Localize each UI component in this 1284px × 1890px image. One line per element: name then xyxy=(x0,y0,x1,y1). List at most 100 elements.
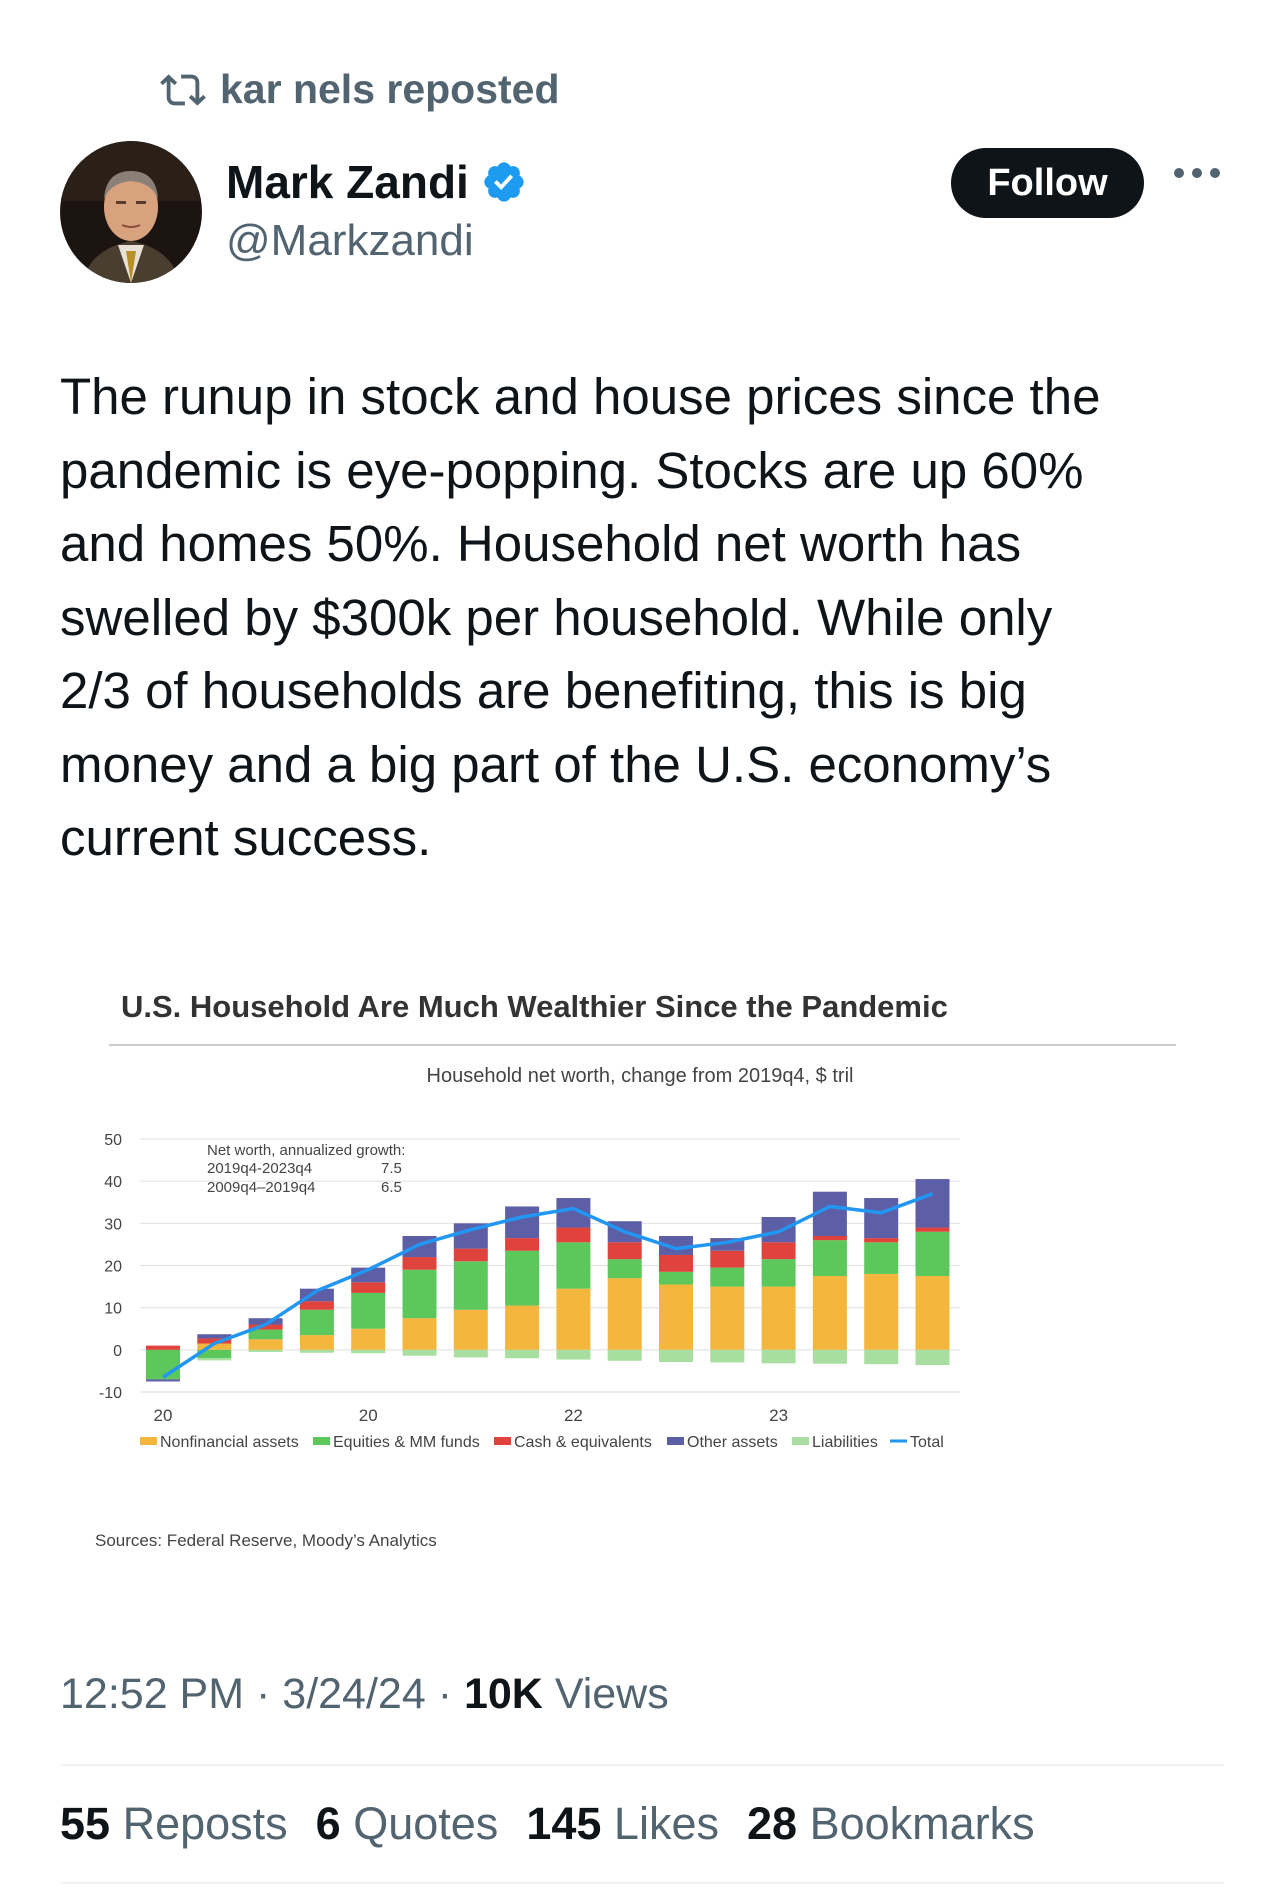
chart-bars xyxy=(146,1179,950,1382)
bar-segment xyxy=(299,1301,334,1310)
stat-label: Quotes xyxy=(353,1798,499,1849)
bar-segment xyxy=(607,1278,642,1350)
author-name[interactable]: Mark Zandi xyxy=(226,156,469,208)
annotation-row-2-period: 2009q4–2019q4 xyxy=(207,1179,315,1196)
bar-segment xyxy=(761,1349,796,1364)
growth-annotation: Net worth, annualized growth: 2019q4-202… xyxy=(207,1142,405,1196)
bar-segment xyxy=(659,1284,693,1350)
legend-swatch xyxy=(792,1437,809,1445)
y-tick-label: 30 xyxy=(104,1216,122,1233)
y-tick-label: 40 xyxy=(104,1174,122,1191)
y-tick-label: -10 xyxy=(99,1385,122,1402)
verified-badge-icon xyxy=(484,162,524,202)
legend-swatch xyxy=(140,1437,157,1445)
y-tick-label: 10 xyxy=(104,1301,122,1318)
tweet-media-chart[interactable]: U.S. Household Are Much Wealthier Since … xyxy=(80,975,1210,1565)
bar-segment xyxy=(659,1349,693,1363)
chart-source: Sources: Federal Reserve, Moody’s Analyt… xyxy=(95,1531,437,1550)
annotation-row-2-value: 6.5 xyxy=(381,1179,402,1196)
bar-segment xyxy=(864,1238,899,1243)
bar-segment xyxy=(556,1349,591,1360)
chart-svg: U.S. Household Are Much Wealthier Since … xyxy=(95,989,1176,1550)
bar-segment xyxy=(351,1292,386,1329)
legend-label: Nonfinancial assets xyxy=(160,1434,299,1451)
stat-reposts[interactable]: 55 Reposts xyxy=(60,1798,288,1850)
views-count: 10K xyxy=(463,1670,543,1718)
bar-segment xyxy=(453,1248,488,1262)
bar-segment xyxy=(812,1349,847,1364)
chart-title: U.S. Household Are Much Wealthier Since … xyxy=(121,989,948,1024)
bar-segment xyxy=(864,1349,899,1365)
views-label: Views xyxy=(554,1670,669,1718)
chart-subtitle: Household net worth, change from 2019q4,… xyxy=(427,1065,854,1087)
tweet-date[interactable]: 3/24/24 xyxy=(282,1670,426,1718)
divider xyxy=(60,1882,1224,1884)
more-options-icon[interactable] xyxy=(1174,168,1220,178)
bar-segment xyxy=(710,1286,745,1350)
divider xyxy=(60,1764,1224,1766)
bar-segment xyxy=(505,1349,540,1359)
bar-segment xyxy=(197,1343,232,1350)
legend-label: Total xyxy=(910,1434,944,1451)
bar-segment xyxy=(299,1309,334,1336)
author-name-row[interactable]: Mark Zandi xyxy=(226,155,527,209)
x-axis: 20 20 22 23 xyxy=(154,1406,789,1425)
stat-label: Bookmarks xyxy=(809,1798,1035,1849)
bar-segment xyxy=(248,1349,283,1352)
y-tick-label: 0 xyxy=(113,1343,122,1360)
more-dot xyxy=(1192,168,1202,178)
bar-segment xyxy=(351,1267,386,1283)
annotation-row-1-period: 2019q4-2023q4 xyxy=(207,1160,312,1177)
meta-separator: · xyxy=(244,1670,283,1718)
bar-segment xyxy=(402,1235,437,1258)
avatar[interactable] xyxy=(60,141,202,283)
bar-segment xyxy=(402,1269,437,1319)
bar-segment xyxy=(146,1379,180,1382)
total-series-line xyxy=(162,1192,934,1379)
bar-segment xyxy=(197,1358,232,1361)
bar-segment xyxy=(505,1305,540,1350)
stat-label: Likes xyxy=(613,1798,719,1849)
engagement-stats: 55 Reposts 6 Quotes 145 Likes 28 Bookmar… xyxy=(60,1798,1035,1850)
bar-segment xyxy=(761,1242,796,1260)
meta-separator: · xyxy=(425,1670,464,1718)
bar-segment xyxy=(556,1242,591,1289)
bar-segment xyxy=(915,1231,950,1277)
y-tick-label: 50 xyxy=(104,1132,122,1149)
y-axis: 50 40 30 20 10 0 -10 xyxy=(99,1132,122,1402)
bar-segment xyxy=(248,1318,283,1325)
bar-segment xyxy=(299,1349,334,1353)
bar-segment xyxy=(556,1288,591,1350)
bar-segment xyxy=(505,1206,540,1239)
author-handle[interactable]: @Markzandi xyxy=(226,216,474,265)
bar-segment xyxy=(351,1282,386,1293)
repost-header[interactable]: kar nels reposted xyxy=(160,66,560,113)
bar-segment xyxy=(864,1273,899,1350)
bar-segment xyxy=(761,1286,796,1350)
bar-segment xyxy=(607,1349,642,1361)
bar-segment xyxy=(197,1349,232,1359)
stat-likes[interactable]: 145 Likes xyxy=(526,1798,719,1850)
bar-segment xyxy=(351,1349,386,1354)
stat-quotes[interactable]: 6 Quotes xyxy=(316,1798,499,1850)
bar-segment xyxy=(351,1328,386,1350)
bar-segment xyxy=(402,1318,437,1350)
bar-segment xyxy=(197,1338,232,1344)
y-tick-label: 20 xyxy=(104,1259,122,1276)
annotation-row-1-value: 7.5 xyxy=(381,1160,402,1177)
bar-segment xyxy=(659,1254,693,1272)
tweet-time[interactable]: 12:52 PM xyxy=(60,1670,245,1718)
legend-swatch xyxy=(313,1437,330,1445)
x-tick-label: 20 xyxy=(154,1406,173,1425)
bar-segment xyxy=(710,1250,745,1268)
stat-count: 145 xyxy=(526,1798,602,1849)
legend-swatch xyxy=(494,1437,511,1445)
x-tick-label: 23 xyxy=(769,1406,788,1425)
bar-segment xyxy=(659,1235,693,1255)
follow-button[interactable]: Follow xyxy=(951,148,1144,218)
bar-segment xyxy=(659,1271,693,1285)
bar-segment xyxy=(453,1309,488,1350)
stat-bookmarks[interactable]: 28 Bookmarks xyxy=(747,1798,1035,1850)
bar-segment xyxy=(864,1242,899,1274)
legend-label: Equities & MM funds xyxy=(333,1434,480,1451)
